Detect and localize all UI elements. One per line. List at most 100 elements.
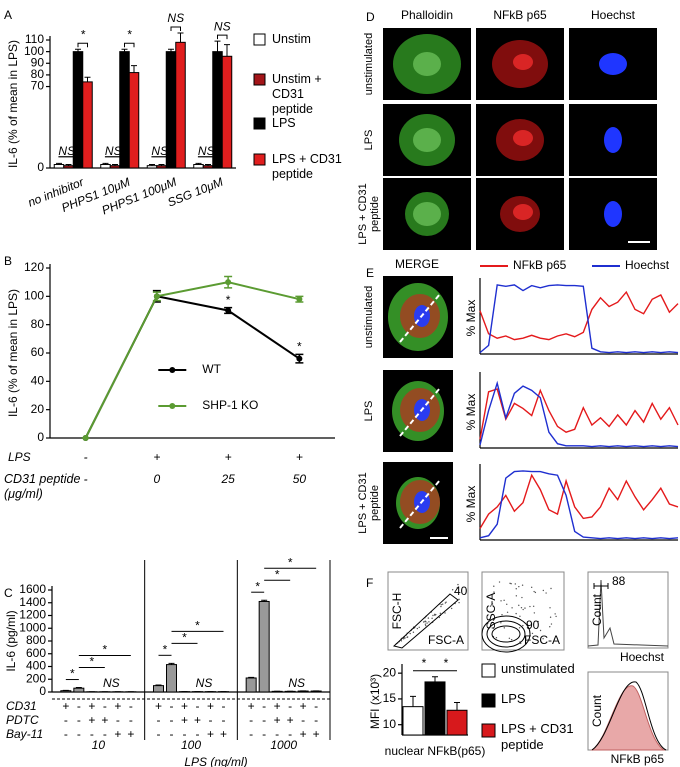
event-dot: [416, 627, 419, 630]
event-dot: [458, 598, 460, 601]
bar: [202, 165, 214, 169]
cell-nucleus: [604, 127, 622, 153]
condition-value: -: [209, 713, 213, 727]
legend-marker: [169, 403, 176, 409]
x-tick-label: 1000: [270, 738, 297, 752]
x-row-value: 0: [154, 472, 161, 486]
x-row-value: 50: [293, 472, 307, 486]
x-row-value: +: [225, 450, 232, 464]
legend-label: Hoechst: [625, 258, 670, 272]
y-tick-label: 0: [37, 430, 44, 444]
condition-value: +: [248, 699, 255, 713]
bracket: [217, 34, 228, 40]
axis-label: NFkB p65: [611, 752, 665, 766]
event-dot: [444, 612, 446, 614]
event-dot: [426, 622, 428, 624]
bar: [60, 690, 72, 693]
point: [225, 307, 232, 314]
bar: [424, 681, 446, 736]
bar: [146, 165, 158, 169]
cell-nfkb-core: [513, 54, 533, 70]
error-bar: [155, 684, 162, 686]
condition-value: -: [64, 713, 68, 727]
gate: [593, 583, 609, 589]
bar: [153, 685, 164, 693]
event-dot: [522, 608, 524, 611]
error-bar: [102, 162, 109, 165]
legend-swatch: [253, 73, 266, 86]
significance-label: NS: [198, 144, 215, 158]
event-dot: [533, 590, 535, 593]
significance-label: *: [288, 555, 293, 569]
condition-value: -: [249, 727, 253, 741]
series-line: [479, 284, 679, 354]
cell-nucleus: [599, 53, 627, 75]
event-dot: [550, 623, 553, 625]
condition-value: +: [101, 713, 108, 727]
event-dot: [495, 637, 498, 639]
error-bar: [168, 48, 174, 52]
panel-label: C: [4, 586, 13, 600]
axis-label: FSC-A: [524, 633, 560, 647]
bar: [128, 72, 140, 169]
event-dot: [500, 622, 502, 624]
column-header: Phalloidin: [401, 8, 453, 22]
axis-label: Count: [590, 593, 604, 626]
x-axis-label: LPS (ng/ml): [184, 755, 247, 767]
significance-label: *: [275, 567, 280, 581]
event-dot: [498, 581, 501, 583]
error-bar: [75, 48, 81, 52]
axis-label: SSC-A: [484, 593, 498, 630]
event-dot: [549, 616, 552, 618]
significance-label: NS: [103, 676, 120, 690]
x-row-value: +: [153, 450, 160, 464]
significance-label: *: [70, 667, 75, 681]
column-header: Hoechst: [591, 8, 636, 22]
legend-label: Unstim: [272, 32, 311, 46]
bar: [166, 664, 177, 693]
condition-value: -: [196, 699, 200, 713]
y-tick-label: 0: [39, 684, 46, 698]
significance-label: *: [422, 656, 427, 670]
event-dot: [503, 627, 505, 629]
condition-value: -: [288, 727, 292, 741]
condition-value: -: [249, 713, 253, 727]
row-label: unstimulated: [363, 285, 376, 349]
legend-label-box: LPS + CD31 peptide: [501, 721, 574, 752]
event-dot: [503, 599, 505, 602]
event-dot: [431, 617, 433, 620]
row-label-box: LPS: [363, 401, 375, 422]
condition-value: -: [129, 713, 133, 727]
profile-line: [399, 293, 441, 343]
x-row-value: +: [296, 450, 303, 464]
significance-label: NS: [58, 144, 75, 158]
event-dot: [515, 595, 518, 597]
condition-value: +: [207, 699, 214, 713]
point: [153, 293, 160, 300]
event-dot: [542, 638, 544, 640]
histogram: [587, 579, 669, 647]
condition-value: -: [77, 727, 81, 741]
event-dot: [542, 589, 545, 592]
error-bar: [432, 676, 438, 682]
bar: [175, 41, 186, 169]
event-dot: [508, 637, 511, 639]
event-dot: [533, 612, 536, 614]
panel-label: E: [366, 266, 374, 280]
condition-value: -: [262, 699, 266, 713]
error-bar: [410, 695, 416, 707]
panel-label: D: [366, 10, 375, 24]
event-dot: [432, 614, 434, 617]
series-line: [479, 380, 679, 448]
event-dot: [428, 621, 430, 623]
condition-value: +: [181, 699, 188, 713]
condition-value: -: [288, 699, 292, 713]
x-row-value: -: [84, 472, 88, 486]
condition-label: Bay-11: [6, 727, 43, 741]
y-tick-label: 15: [383, 691, 397, 705]
x-row-label-box: CD31 peptide (μg/ml): [4, 472, 80, 501]
cell-actin-core: [413, 52, 441, 76]
y-tick-label: 40: [31, 374, 45, 388]
point: [296, 355, 303, 362]
significance-label: NS: [214, 19, 231, 33]
